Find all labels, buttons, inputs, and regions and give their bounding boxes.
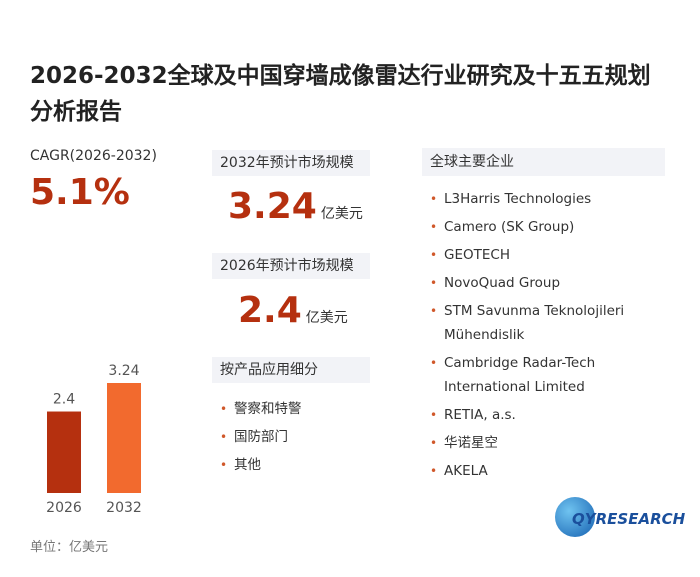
value-label: 2.4 xyxy=(53,392,75,408)
market-value: 2.4 亿美元 xyxy=(238,290,348,331)
unit: 亿美元 xyxy=(305,310,348,326)
list-item: Camero (SK Group) xyxy=(430,215,635,239)
list-item: RETIA, a.s. xyxy=(430,403,635,427)
market-value: 3.24 亿美元 xyxy=(228,186,363,227)
list-item: 警察和特警 xyxy=(220,395,302,423)
list-item: GEOTECH xyxy=(430,243,635,267)
list-item: 华诺星空 xyxy=(430,431,635,455)
value: 2.4 xyxy=(238,290,302,331)
value-label: 3.24 xyxy=(108,363,139,379)
logo-text: QYRESEARCH xyxy=(572,510,686,528)
unit-note: 单位：亿美元 xyxy=(30,540,109,555)
title: 2026-2032全球及中国穿墙成像雷达行业研究及十五五规划分析报告 xyxy=(30,63,651,125)
bar-chart: 2.4 2026 3.24 2032 xyxy=(46,363,142,516)
market-label: 2032年预计市场规模 xyxy=(212,150,370,176)
category-label: 2032 xyxy=(106,500,142,516)
logo-icon xyxy=(555,497,595,537)
bar xyxy=(107,383,141,493)
list-item: Cambridge Radar-Tech International Limit… xyxy=(430,351,635,399)
list-item: NovoQuad Group xyxy=(430,271,635,295)
list-item: 国防部门 xyxy=(220,423,302,451)
bar xyxy=(47,411,81,493)
companies-list: L3Harris Technologies Camero (SK Group) GE… xyxy=(430,187,635,487)
unit: 亿美元 xyxy=(320,206,363,222)
list-item: 其他 xyxy=(220,451,302,479)
cagr-value: 5.1% xyxy=(30,172,130,213)
category-label: 2026 xyxy=(46,500,82,516)
value: 3.24 xyxy=(228,186,317,227)
market-label: 2026年预计市场规模 xyxy=(212,253,370,279)
list-item: STM Savunma Teknolojileri Mühendislik xyxy=(430,299,635,347)
list-item: AKELA xyxy=(430,459,635,483)
cagr-label: CAGR(2026-2032) xyxy=(30,148,157,164)
list-item: L3Harris Technologies xyxy=(430,187,635,211)
companies-label: 全球主要企业 xyxy=(422,148,665,176)
segments-list: 警察和特警国防部门其他 xyxy=(220,395,302,479)
segments-label: 按产品应用细分 xyxy=(212,357,370,383)
